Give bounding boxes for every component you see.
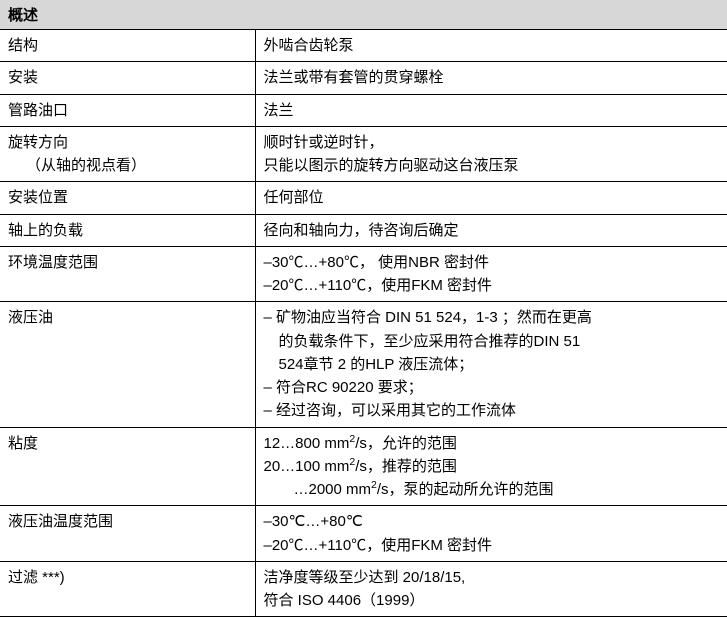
row-value-line: –30℃…+80℃， 使用NBR 密封件 bbox=[264, 251, 720, 274]
table-row: 结构外啮合齿轮泵 bbox=[0, 30, 727, 62]
table-header: 概述 bbox=[0, 0, 727, 30]
row-label: 过滤 ***) bbox=[0, 561, 255, 617]
row-value-line: 外啮合齿轮泵 bbox=[264, 34, 720, 57]
table-row: 轴上的负载径向和轴向力，待咨询后确定 bbox=[0, 214, 727, 246]
row-value: 顺时针或逆时针，只能以图示的旋转方向驱动这台液压泵 bbox=[255, 126, 727, 182]
row-value-line: –20℃…+110℃，使用FKM 密封件 bbox=[264, 274, 720, 297]
table-row: 环境温度范围 –30℃…+80℃， 使用NBR 密封件–20℃…+110℃，使用F… bbox=[0, 246, 727, 302]
table-row: 管路油口法兰 bbox=[0, 94, 727, 126]
row-value-line: 12…800 mm2/s，允许的范围 bbox=[264, 432, 720, 455]
table-row: 安装位置任何部位 bbox=[0, 182, 727, 214]
row-label-text: 液压油 bbox=[8, 306, 247, 329]
row-value: –30℃…+80℃–20℃…+110℃，使用FKM 密封件 bbox=[255, 506, 727, 562]
row-label-sub: （从轴的视点看） bbox=[8, 154, 247, 177]
row-label-text: 管路油口 bbox=[8, 99, 247, 122]
table-row: 液压油 – 矿物油应当符合 DIN 51 524，1-3 ；然而在更高 的负载条件… bbox=[0, 302, 727, 427]
row-value: 任何部位 bbox=[255, 182, 727, 214]
row-value-line: 符合 ISO 4406（1999） bbox=[264, 589, 720, 612]
row-value: 法兰或带有套管的贯穿螺栓 bbox=[255, 62, 727, 94]
row-value-line: 法兰 bbox=[264, 99, 720, 122]
row-label-text: 结构 bbox=[8, 34, 247, 57]
row-label-text: 液压油温度范围 bbox=[8, 510, 247, 533]
row-label-text: 粘度 bbox=[8, 432, 247, 455]
row-value-line: 的负载条件下，至少应采用符合推荐的DIN 51 bbox=[264, 330, 720, 353]
table-row: 液压油温度范围 –30℃…+80℃–20℃…+110℃，使用FKM 密封件 bbox=[0, 506, 727, 562]
row-value-line: 只能以图示的旋转方向驱动这台液压泵 bbox=[264, 154, 720, 177]
row-label: 安装位置 bbox=[0, 182, 255, 214]
row-label: 液压油 bbox=[0, 302, 255, 427]
row-label: 轴上的负载 bbox=[0, 214, 255, 246]
row-label: 安装 bbox=[0, 62, 255, 94]
row-value-line: 径向和轴向力，待咨询后确定 bbox=[264, 219, 720, 242]
row-label: 液压油温度范围 bbox=[0, 506, 255, 562]
table-header-row: 概述 bbox=[0, 0, 727, 30]
row-value-line: 任何部位 bbox=[264, 186, 720, 209]
row-label: 管路油口 bbox=[0, 94, 255, 126]
row-label: 结构 bbox=[0, 30, 255, 62]
row-value-line: –30℃…+80℃ bbox=[264, 510, 720, 533]
row-value-line: 法兰或带有套管的贯穿螺栓 bbox=[264, 66, 720, 89]
table-row: 安装法兰或带有套管的贯穿螺栓 bbox=[0, 62, 727, 94]
row-label: 粘度 bbox=[0, 427, 255, 506]
row-value-line: – 符合RC 90220 要求； bbox=[264, 376, 720, 399]
row-value: 法兰 bbox=[255, 94, 727, 126]
row-label-text: 轴上的负载 bbox=[8, 219, 247, 242]
row-value: –30℃…+80℃， 使用NBR 密封件–20℃…+110℃，使用FKM 密封件 bbox=[255, 246, 727, 302]
spec-table: 概述 结构外啮合齿轮泵安装法兰或带有套管的贯穿螺栓管路油口法兰旋转方向（从轴的视… bbox=[0, 0, 727, 617]
row-value-line: – 经过咨询，可以采用其它的工作流体 bbox=[264, 399, 720, 422]
table-row: 粘度 12…800 mm2/s，允许的范围20…100 mm2/s，推荐的范围 …… bbox=[0, 427, 727, 506]
row-value-line: 524章节 2 的HLP 液压流体； bbox=[264, 353, 720, 376]
row-value: 径向和轴向力，待咨询后确定 bbox=[255, 214, 727, 246]
row-label: 旋转方向（从轴的视点看） bbox=[0, 126, 255, 182]
row-value: 外啮合齿轮泵 bbox=[255, 30, 727, 62]
row-value: 12…800 mm2/s，允许的范围20…100 mm2/s，推荐的范围 …20… bbox=[255, 427, 727, 506]
row-value-line: –20℃…+110℃，使用FKM 密封件 bbox=[264, 534, 720, 557]
row-label-text: 环境温度范围 bbox=[8, 251, 247, 274]
row-value-line: 顺时针或逆时针， bbox=[264, 131, 720, 154]
row-value-line: 20…100 mm2/s，推荐的范围 bbox=[264, 455, 720, 478]
row-value-line: …2000 mm2/s，泵的起动所允许的范围 bbox=[264, 478, 720, 501]
row-label-text: 旋转方向 bbox=[8, 131, 247, 154]
row-label-text: 过滤 ***) bbox=[8, 566, 247, 589]
row-value: 洁净度等级至少达到 20/18/15,符合 ISO 4406（1999） bbox=[255, 561, 727, 617]
row-label-text: 安装 bbox=[8, 66, 247, 89]
row-label-text: 安装位置 bbox=[8, 186, 247, 209]
row-label: 环境温度范围 bbox=[0, 246, 255, 302]
table-row: 旋转方向（从轴的视点看）顺时针或逆时针，只能以图示的旋转方向驱动这台液压泵 bbox=[0, 126, 727, 182]
row-value-line: 洁净度等级至少达到 20/18/15, bbox=[264, 566, 720, 589]
table-row: 过滤 ***) 洁净度等级至少达到 20/18/15,符合 ISO 4406（19… bbox=[0, 561, 727, 617]
row-value: – 矿物油应当符合 DIN 51 524，1-3 ；然而在更高 的负载条件下，至… bbox=[255, 302, 727, 427]
row-value-line: – 矿物油应当符合 DIN 51 524，1-3 ；然而在更高 bbox=[264, 306, 720, 329]
